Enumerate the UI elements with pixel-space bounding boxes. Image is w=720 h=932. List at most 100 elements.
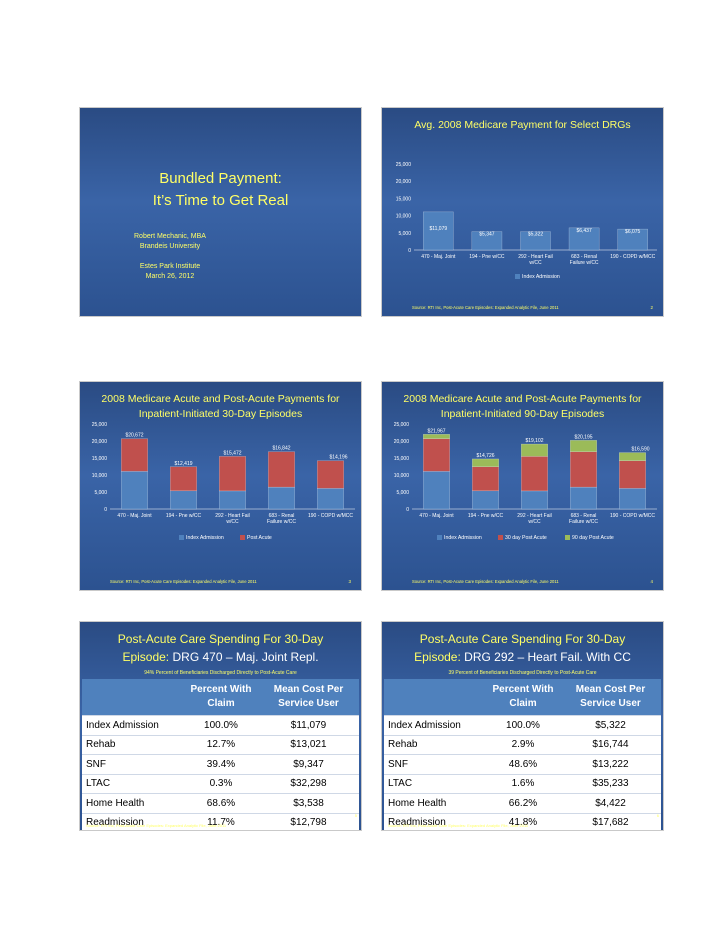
date: March 26, 2012 — [145, 273, 195, 280]
table-row: Readmission 41.8% $17,682 — [384, 812, 661, 830]
avg-payment-chart: 0 5,000 10,000 15,000 20,000 25,000 $11,079 470… — [396, 162, 657, 280]
bar-90-day-post-acute — [619, 452, 646, 461]
mean-cost-cell: $12,798 — [257, 812, 359, 830]
bar-index-admission — [570, 486, 597, 510]
page-number: 4 — [650, 579, 653, 584]
category-label: 190 - COPD w/MCC — [610, 254, 655, 260]
table-row: Index Admission 100.0% $11,079 — [82, 715, 359, 735]
bar-index-admission — [121, 471, 148, 510]
mean-cost-cell: $13,021 — [257, 734, 359, 755]
total-label: $14,726 — [476, 453, 494, 459]
mean-cost-cell: $13,222 — [559, 754, 661, 774]
row-label: Readmission — [82, 812, 184, 830]
y-tick-label: 0 — [104, 507, 107, 513]
bar-post-acute — [219, 456, 246, 492]
total-label: $21,967 — [427, 428, 445, 434]
table-row: Readmission 11.7% $12,798 — [82, 812, 359, 830]
table-subtitle: 94% Percent of Beneficiaries Discharged … — [144, 670, 297, 676]
page-number: 2 — [650, 305, 653, 310]
bar-90-day-post-acute — [570, 440, 597, 452]
legend-swatch — [565, 535, 570, 540]
percent-with-claim-cell: 12.7% — [184, 734, 258, 755]
source-note: Source: RTI Inc, Post-Acute Care Episode… — [412, 579, 559, 584]
slide-drg-292-table: Post-Acute Care Spending For 30-Day Epis… — [382, 622, 663, 830]
y-tick-label: 5,000 — [398, 231, 411, 237]
category-label: 194 - Pne w/CC — [166, 513, 202, 519]
bar-post-acute — [170, 466, 197, 492]
author: Robert Mechanic, MBA — [134, 233, 206, 240]
mean-cost-cell: $32,298 — [257, 773, 359, 794]
title-line-2: It’s Time to Get Real — [152, 192, 289, 209]
bar-index-admission — [423, 471, 450, 510]
slide-30-day-chart: 2008 Medicare Acute and Post-Acute Payme… — [80, 382, 361, 590]
bar-index-admission — [317, 488, 344, 510]
y-tick-label: 25,000 — [396, 162, 412, 168]
row-label: Index Admission — [82, 715, 184, 735]
title-drg: DRG 470 – Maj. Joint Repl. — [172, 650, 319, 664]
mean-cost-cell: $3,538 — [257, 793, 359, 813]
total-label: $15,472 — [223, 450, 241, 456]
y-tick-label: 15,000 — [396, 196, 412, 202]
percent-with-claim-cell: 100.0% — [184, 715, 258, 735]
row-label: Home Health — [82, 793, 184, 813]
slide-title: Bundled Payment: It’s Time to Get Real R… — [80, 108, 361, 316]
row-label: Readmission — [384, 812, 486, 830]
table-row: LTAC 1.6% $35,233 — [384, 773, 661, 794]
category-label: 292 - Heart Fail w/CC — [517, 513, 551, 525]
title-line-1: Bundled Payment: — [159, 170, 282, 187]
percent-with-claim-cell: 68.6% — [184, 793, 258, 813]
row-label: Rehab — [82, 734, 184, 755]
bar-90-day-post-acute — [423, 434, 450, 439]
mean-cost-cell: $35,233 — [559, 773, 661, 794]
category-label: 292 - Heart Fail w/CC — [215, 513, 249, 525]
percent-with-claim-cell: 39.4% — [184, 754, 258, 774]
row-label: Home Health — [384, 793, 486, 813]
table-row: SNF 39.4% $9,347 — [82, 754, 359, 774]
category-label: 470 - Maj. Joint — [421, 254, 456, 260]
bar-30-day-post-acute — [521, 456, 548, 492]
event: Estes Park Institute — [139, 263, 201, 270]
total-label: $19,102 — [525, 438, 543, 444]
category-label: 194 - Pne w/CC — [469, 254, 505, 260]
bar-index-admission — [170, 490, 197, 510]
y-tick-label: 0 — [406, 507, 409, 513]
table-row: LTAC 0.3% $32,298 — [82, 773, 359, 794]
y-tick-label: 10,000 — [92, 473, 108, 479]
page-number: 6 — [656, 813, 659, 818]
90-day-episode-chart: 0 5,000 10,000 15,000 20,000 25,000 $21,967 470… — [394, 422, 657, 541]
percent-with-claim-cell: 100.0% — [486, 715, 560, 735]
bar-index-admission — [219, 490, 246, 510]
percent-with-claim-cell: 2.9% — [486, 734, 560, 755]
legend-swatch — [515, 274, 520, 279]
slide-90-day-chart: 2008 Medicare Acute and Post-Acute Payme… — [382, 382, 663, 590]
bar-index-admission — [268, 486, 295, 510]
header-empty — [384, 679, 486, 716]
source-note: Source: RTI Inc, Post-Acute Care Episode… — [110, 579, 257, 584]
row-label: LTAC — [82, 773, 184, 794]
y-tick-label: 5,000 — [396, 490, 409, 496]
table-row: Home Health 68.6% $3,538 — [82, 793, 359, 813]
percent-with-claim-cell: 66.2% — [486, 793, 560, 813]
table-slide-title: Post-Acute Care Spending For 30-Day Epis… — [80, 630, 361, 666]
table-slide-title: Post-Acute Care Spending For 30-Day Epis… — [382, 630, 663, 666]
y-tick-label: 15,000 — [394, 456, 410, 462]
row-label: Rehab — [384, 734, 486, 755]
legend-swatch — [179, 535, 184, 540]
legend-label: Post Acute — [247, 535, 272, 541]
bar-post-acute — [121, 438, 148, 472]
data-label: $5,322 — [528, 232, 544, 238]
table-row: Index Admission 100.0% $5,322 — [384, 715, 661, 735]
category-label: 292 - Heart Fail w/CC — [518, 254, 552, 266]
category-label: 194 - Pne w/CC — [468, 513, 504, 519]
category-label: 470 - Maj. Joint — [117, 513, 152, 519]
percent-with-claim-cell: 41.8% — [486, 812, 560, 830]
legend-label: Index Admission — [522, 274, 560, 280]
source-note: Source: RTI Inc, Post-Acute Care Episode… — [388, 823, 529, 828]
header-percent-with-claim: Percent With Claim — [184, 679, 258, 716]
title-episode-label: Episode: — [414, 650, 461, 664]
title-line-1: Post-Acute Care Spending For 30-Day — [419, 632, 626, 646]
category-label: 683 - Renal Failure w/CC — [267, 513, 296, 525]
chart-title: Avg. 2008 Medicare Payment for Select DR… — [414, 119, 631, 131]
category-label: 190 - COPD w/MCC — [308, 513, 353, 519]
source-note: Source: RTI Inc, Post-Acute Care Episode… — [412, 305, 559, 310]
